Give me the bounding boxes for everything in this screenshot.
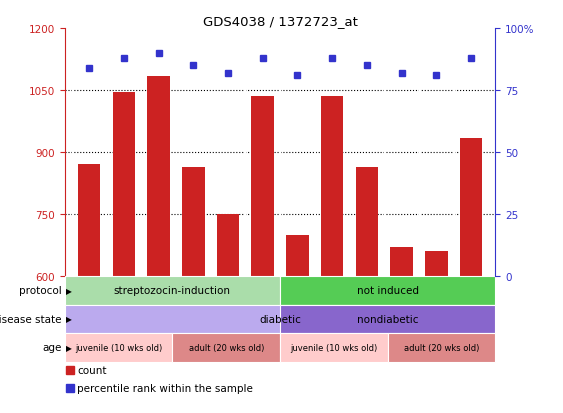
Bar	[182, 167, 204, 276]
Text: adult (20 wks old): adult (20 wks old)	[189, 343, 264, 352]
Bar	[113, 93, 135, 276]
Text: protocol: protocol	[19, 286, 62, 296]
Bar	[78, 165, 100, 276]
Text: not induced: not induced	[357, 286, 419, 296]
Bar	[172, 333, 280, 362]
Bar	[65, 333, 172, 362]
Text: age: age	[43, 343, 62, 353]
Text: nondiabetic: nondiabetic	[357, 314, 418, 324]
Bar	[286, 235, 309, 276]
Bar	[425, 252, 448, 276]
Text: diabetic: diabetic	[259, 314, 301, 324]
Text: streptozocin-induction: streptozocin-induction	[114, 286, 231, 296]
Text: juvenile (10 wks old): juvenile (10 wks old)	[75, 343, 162, 352]
Bar	[148, 76, 170, 276]
Bar	[280, 276, 495, 305]
Text: disease state: disease state	[0, 314, 62, 324]
Text: ▶: ▶	[66, 286, 72, 295]
Bar	[217, 214, 239, 276]
Bar	[280, 333, 388, 362]
Bar	[388, 333, 495, 362]
Bar	[390, 247, 413, 276]
Bar	[356, 167, 378, 276]
Text: ▶: ▶	[66, 343, 72, 352]
Bar	[252, 97, 274, 276]
Text: adult (20 wks old): adult (20 wks old)	[404, 343, 479, 352]
Bar	[280, 305, 495, 333]
Bar	[65, 276, 280, 305]
Bar	[321, 97, 343, 276]
Text: ▶: ▶	[66, 315, 72, 324]
Text: count: count	[77, 366, 107, 375]
Bar	[460, 138, 482, 276]
Title: GDS4038 / 1372723_at: GDS4038 / 1372723_at	[203, 15, 358, 28]
Text: percentile rank within the sample: percentile rank within the sample	[77, 383, 253, 393]
Text: juvenile (10 wks old): juvenile (10 wks old)	[291, 343, 378, 352]
